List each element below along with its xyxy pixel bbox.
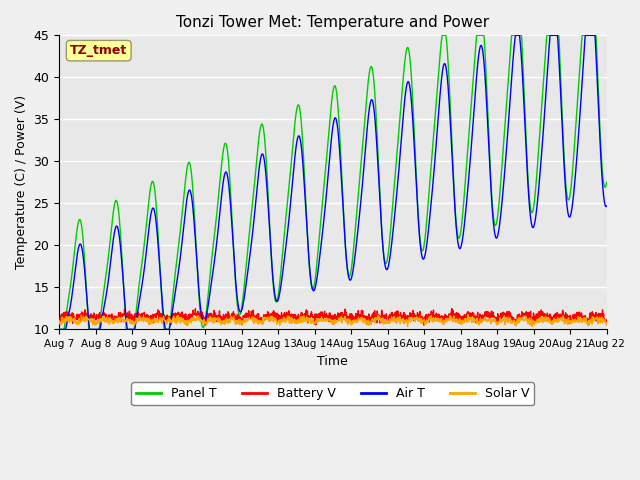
Air T [98,318,106,324]
Solar V [603,320,611,326]
Air T [287,191,295,197]
X-axis label: Time: Time [317,355,348,368]
Panel T [287,158,295,164]
Panel T [299,140,307,146]
Battery V [450,306,458,312]
Line: Battery V: Battery V [59,309,607,325]
Solar V [367,318,375,324]
Battery V [239,322,247,328]
Panel T [603,180,611,185]
Line: Solar V: Solar V [59,314,607,326]
Air T [603,204,611,209]
Battery V [300,314,307,320]
Solar V [98,319,106,324]
Line: Panel T: Panel T [59,36,607,329]
Battery V [55,317,63,323]
Panel T [98,305,106,311]
Y-axis label: Temperature (C) / Power (V): Temperature (C) / Power (V) [15,96,28,269]
Solar V [288,317,296,323]
Battery V [288,315,296,321]
Solar V [156,312,163,317]
Air T [299,159,307,165]
Air T [55,326,63,332]
Panel T [438,33,446,38]
Battery V [309,313,317,319]
Panel T [308,287,316,292]
Air T [367,98,374,104]
Battery V [98,314,106,320]
Solar V [309,318,317,324]
Solar V [513,324,520,329]
Battery V [367,317,375,323]
Text: TZ_tmet: TZ_tmet [70,44,127,57]
Panel T [120,287,127,293]
Panel T [55,326,63,332]
Battery V [120,312,127,317]
Solar V [55,320,63,326]
Battery V [603,318,611,324]
Panel T [367,64,374,70]
Solar V [120,315,127,321]
Air T [512,33,520,38]
Solar V [300,318,307,324]
Line: Air T: Air T [59,36,607,329]
Air T [308,287,316,292]
Legend: Panel T, Battery V, Air T, Solar V: Panel T, Battery V, Air T, Solar V [131,383,534,406]
Title: Tonzi Tower Met: Temperature and Power: Tonzi Tower Met: Temperature and Power [176,15,490,30]
Air T [120,287,127,292]
